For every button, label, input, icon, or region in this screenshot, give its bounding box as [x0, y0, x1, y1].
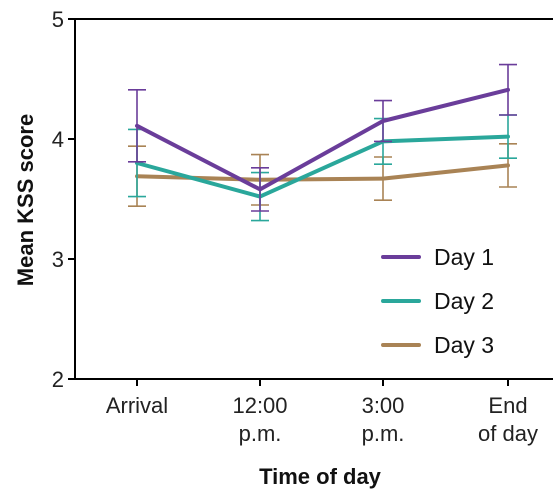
- x-tick-label: Arrival: [106, 393, 168, 418]
- series-line: [135, 87, 510, 192]
- x-tick-label: 12:00: [232, 393, 287, 418]
- y-tick-label: 3: [52, 247, 64, 272]
- x-tick-label: 3:00: [362, 393, 405, 418]
- x-tick-label: p.m.: [362, 421, 405, 446]
- legend-label: Day 1: [434, 244, 494, 270]
- series-day-2: [128, 114, 517, 222]
- y-tick-label: 4: [52, 127, 64, 152]
- legend-label: Day 3: [434, 332, 494, 358]
- x-tick-label: End: [488, 393, 527, 418]
- x-axis-title: Time of day: [259, 464, 382, 489]
- y-axis-title: Mean KSS score: [13, 114, 38, 286]
- axes: 2 3 4 5 Arrival 12:00 p.m. 3:00 p.m. End of day: [52, 7, 553, 446]
- x-tick-label: p.m.: [239, 421, 282, 446]
- y-tick-label: 2: [52, 367, 64, 392]
- legend: Day 1 Day 2 Day 3: [381, 244, 494, 358]
- legend-label: Day 2: [434, 288, 494, 314]
- series-layer: [128, 63, 517, 222]
- x-tick-label: of day: [478, 421, 538, 446]
- series-line: [135, 134, 510, 199]
- series-day-1: [128, 63, 517, 212]
- y-tick-label: 5: [52, 7, 64, 32]
